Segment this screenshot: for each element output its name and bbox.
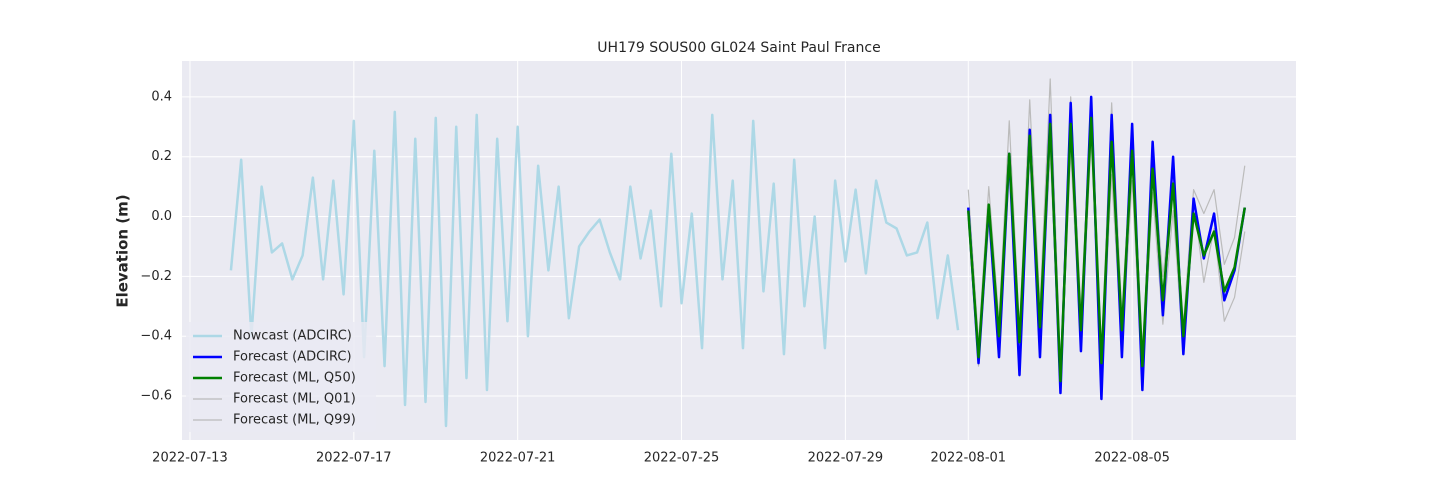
legend-label: Nowcast (ADCIRC) <box>233 329 352 344</box>
y-tick-label: −0.6 <box>140 389 172 404</box>
y-tick-label: 0.2 <box>151 149 172 164</box>
y-axis-label: Elevation (m) <box>114 194 132 307</box>
legend-label: Forecast (ML, Q01) <box>233 392 356 407</box>
legend-label: Forecast (ADCIRC) <box>233 350 352 365</box>
x-tick-label: 2022-07-25 <box>644 451 720 466</box>
legend-label: Forecast (ML, Q50) <box>233 371 356 386</box>
x-tick-label: 2022-07-29 <box>808 451 884 466</box>
y-tick-label: 0.4 <box>151 89 172 104</box>
x-tick-label: 2022-08-05 <box>1094 451 1170 466</box>
legend-label: Forecast (ML, Q99) <box>233 413 356 428</box>
x-tick-label: 2022-07-13 <box>152 451 228 466</box>
x-tick-label: 2022-08-01 <box>931 451 1007 466</box>
legend-box <box>186 322 376 432</box>
x-tick-label: 2022-07-17 <box>316 451 392 466</box>
y-tick-label: −0.2 <box>140 269 172 284</box>
y-tick-label: 0.0 <box>151 209 172 224</box>
chart-title: UH179 SOUS00 GL024 Saint Paul France <box>597 40 880 56</box>
legend: Nowcast (ADCIRC) Forecast (ADCIRC) Forecas… <box>186 322 376 432</box>
y-tick-label: −0.4 <box>140 329 172 344</box>
data-line <box>229 110 960 428</box>
data-line <box>967 116 1247 383</box>
x-tick-label: 2022-07-21 <box>480 451 556 466</box>
